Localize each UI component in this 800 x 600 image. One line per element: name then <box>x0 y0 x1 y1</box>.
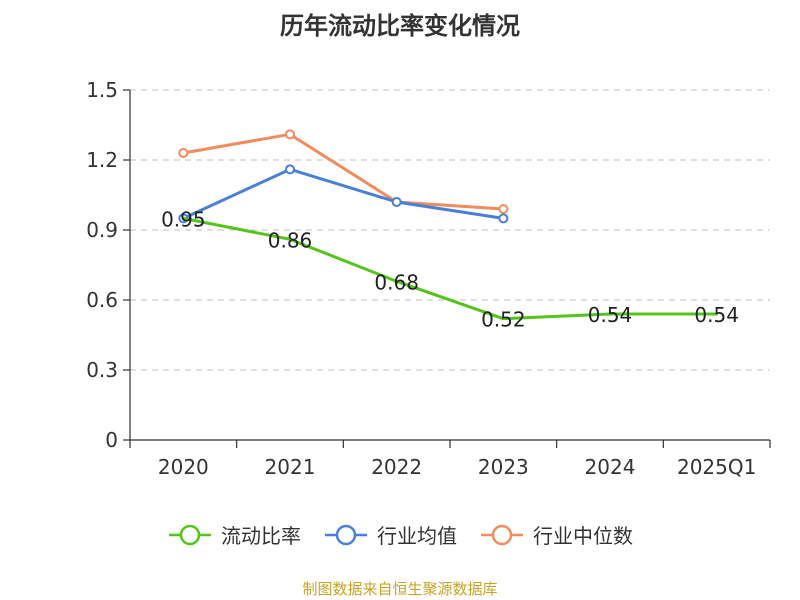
legend-circle <box>493 526 511 544</box>
legend-label: 流动比率 <box>221 520 301 549</box>
legend-marker-icon <box>323 523 369 547</box>
x-tick-label: 2021 <box>265 455 316 479</box>
legend-marker-icon <box>479 523 525 547</box>
legend: 流动比率 行业均值 行业中位数 <box>0 520 800 549</box>
x-tick-label: 2024 <box>585 455 636 479</box>
legend-circle <box>337 526 355 544</box>
y-tick-label: 0.3 <box>86 358 118 382</box>
legend-label: 行业中位数 <box>533 520 633 549</box>
legend-item[interactable]: 行业均值 <box>323 520 457 549</box>
y-tick-label: 1.2 <box>86 148 118 172</box>
data-label: 0.95 <box>161 207 206 231</box>
y-tick-label: 0 <box>105 428 118 452</box>
data-label: 0.86 <box>268 228 313 252</box>
data-point <box>499 214 507 222</box>
source-note: 制图数据来自恒生聚源数据库 <box>0 578 800 599</box>
data-point <box>179 149 187 157</box>
series-line <box>183 169 503 218</box>
x-tick-label: 2022 <box>371 455 422 479</box>
data-label: 0.52 <box>481 308 526 332</box>
series-lines <box>179 130 716 318</box>
x-tick-label: 2020 <box>158 455 209 479</box>
legend-marker-icon <box>167 523 213 547</box>
y-tick-label: 0.6 <box>86 288 118 312</box>
data-label: 0.54 <box>588 303 633 327</box>
y-tick-label: 1.5 <box>86 78 118 102</box>
data-point <box>499 205 507 213</box>
data-label: 0.54 <box>694 303 739 327</box>
grid-lines <box>130 90 770 370</box>
legend-label: 行业均值 <box>377 520 457 549</box>
x-axis: 2020 2021 2022 2023 2024 2025Q1 <box>130 440 770 479</box>
data-label: 0.68 <box>374 270 419 294</box>
data-point <box>393 198 401 206</box>
line-chart: 00.30.60.91.21.5 2020 2021 2022 2023 2024 202… <box>0 0 800 600</box>
data-point <box>286 165 294 173</box>
legend-item[interactable]: 行业中位数 <box>479 520 633 549</box>
legend-item[interactable]: 流动比率 <box>167 520 301 549</box>
legend-circle <box>181 526 199 544</box>
x-tick-label: 2025Q1 <box>677 455 756 479</box>
y-tick-label: 0.9 <box>86 218 118 242</box>
y-axis: 0 0.3 0.6 0.9 1.2 1.5 <box>86 78 130 452</box>
data-point <box>286 130 294 138</box>
x-tick-label: 2023 <box>478 455 529 479</box>
series-line <box>183 218 716 318</box>
